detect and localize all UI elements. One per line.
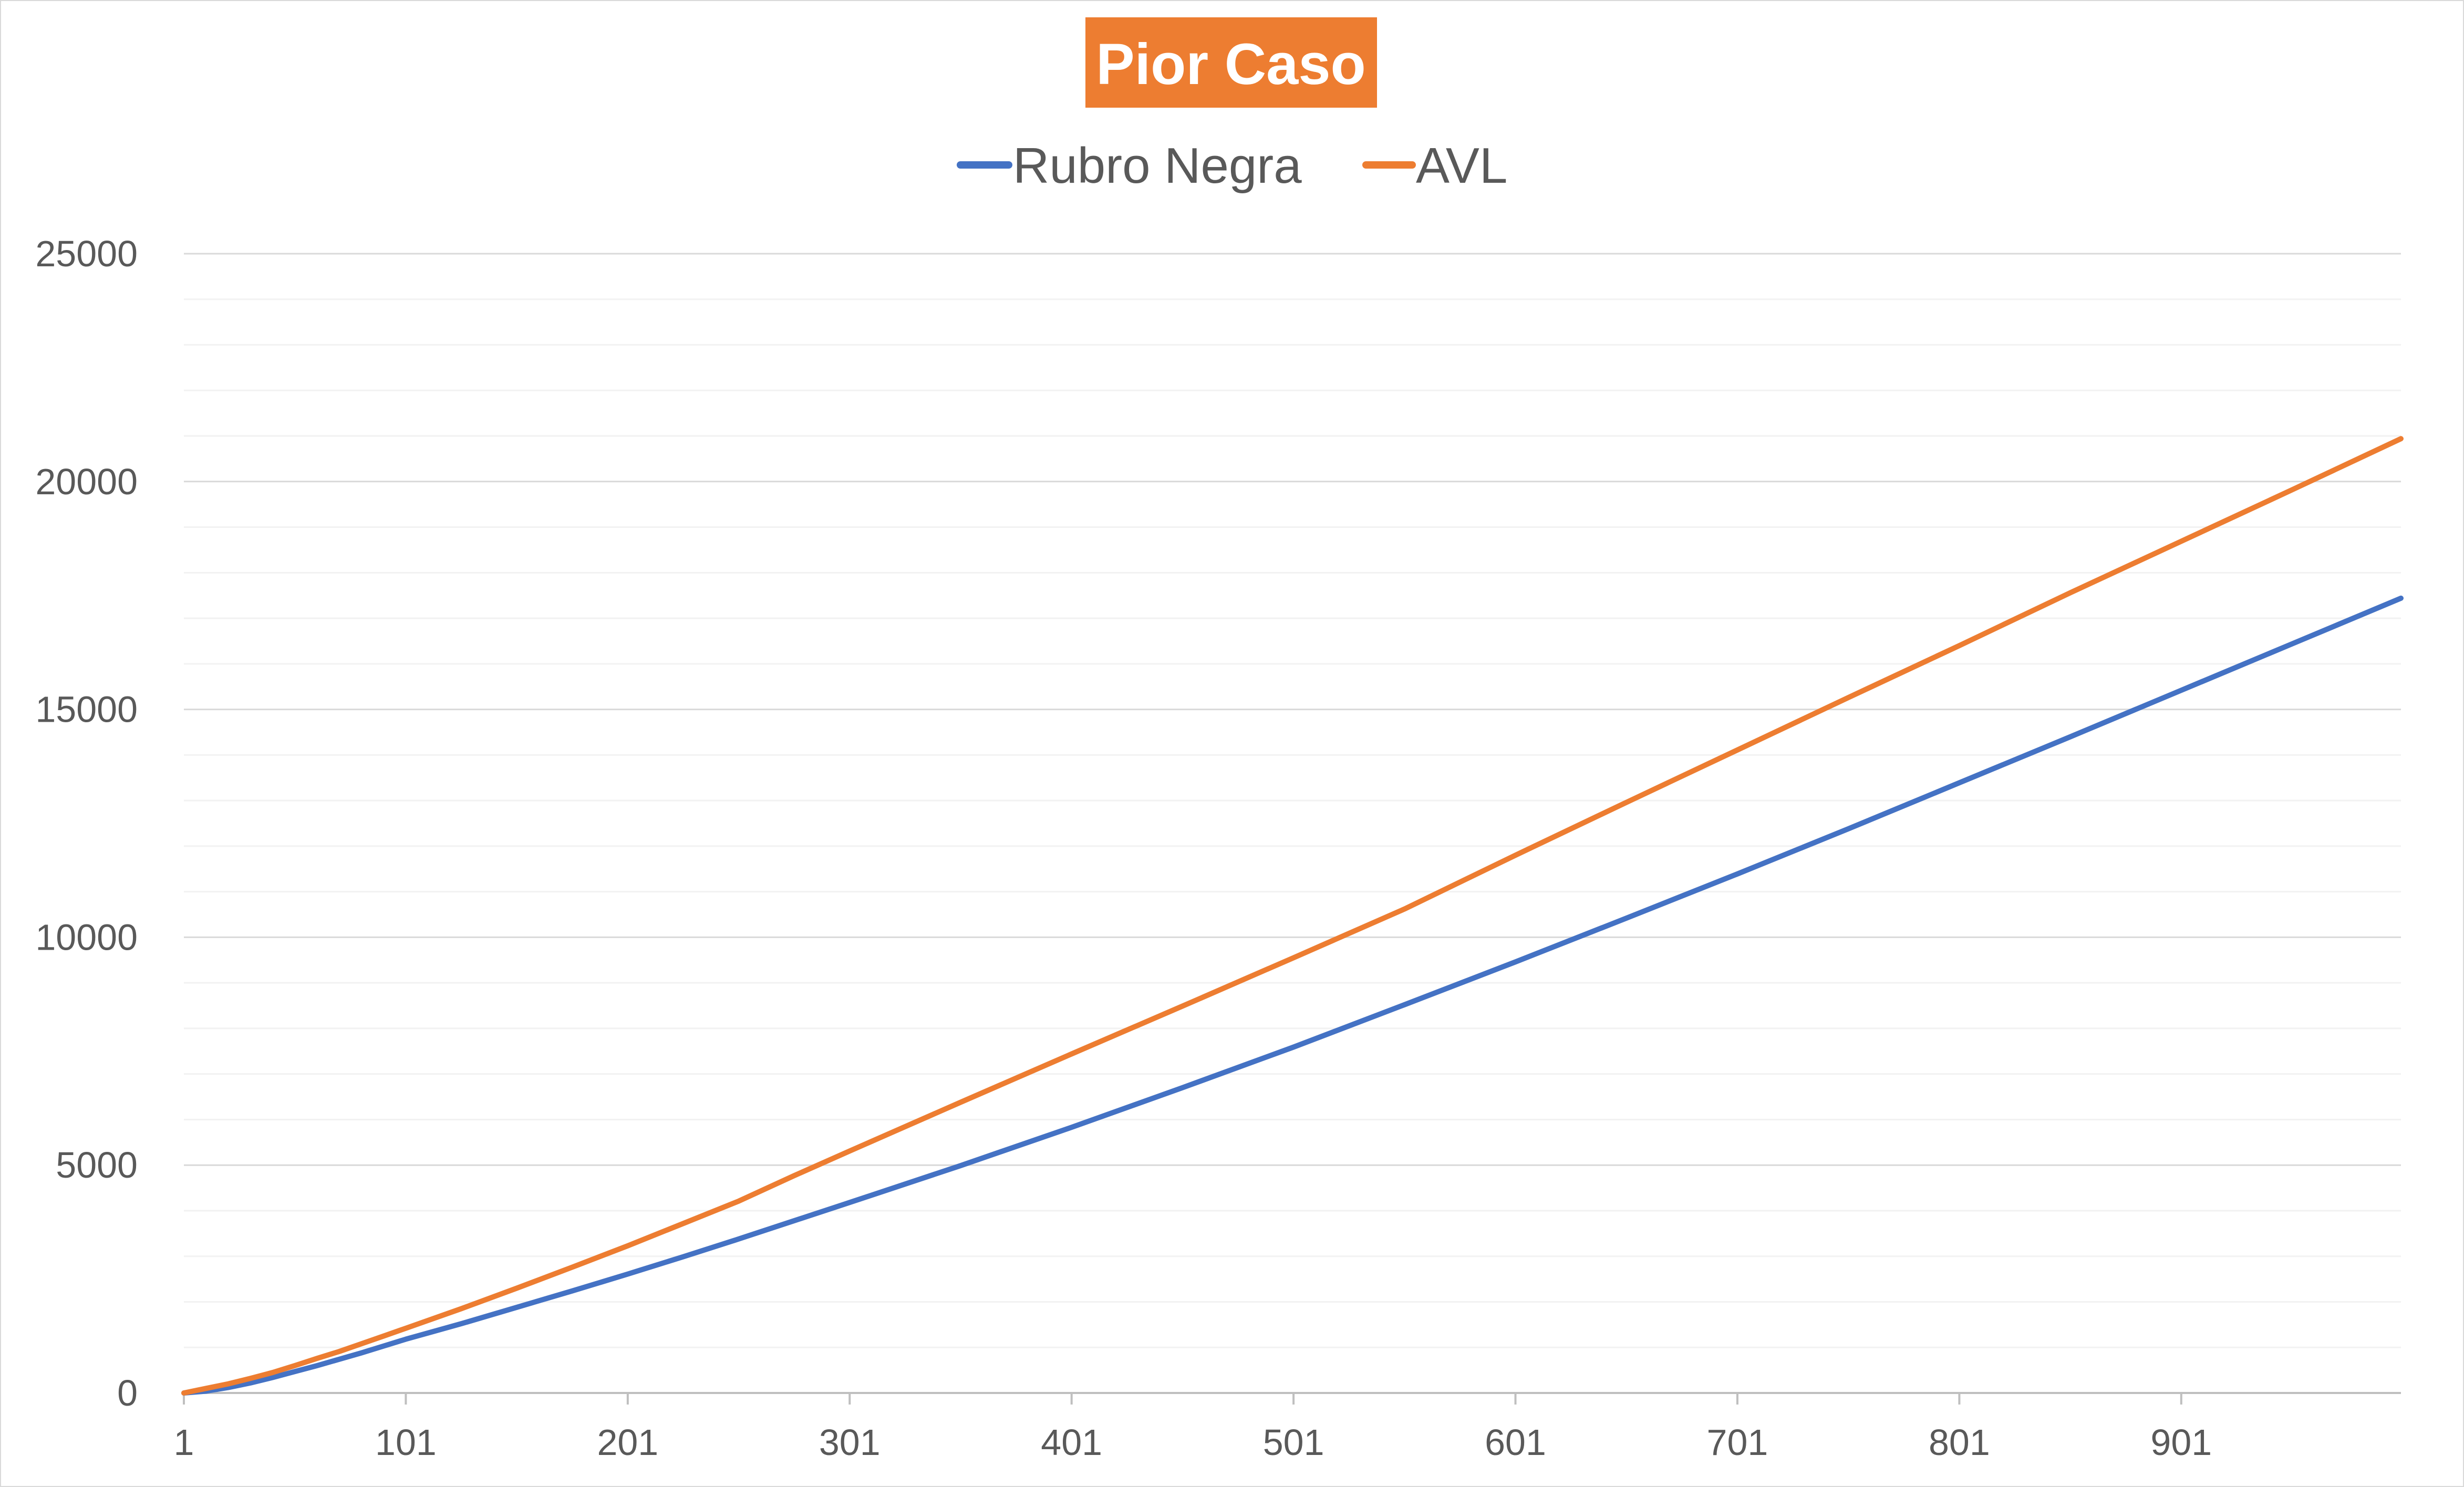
- x-tick-label: 201: [597, 1422, 658, 1463]
- chart-title: Pior Caso: [1085, 17, 1377, 108]
- legend-label-rubro-negra: Rubro Negra: [1013, 138, 1302, 194]
- x-tick-label: 101: [375, 1422, 437, 1463]
- series-line-avl: [181, 436, 2404, 1396]
- legend: Rubro Negra AVL: [957, 138, 1507, 194]
- x-tick-label: 301: [819, 1422, 881, 1463]
- x-tick-label: 601: [1485, 1422, 1546, 1463]
- chart-title-box: [1085, 17, 1377, 108]
- chart-title-text: Pior Caso: [1096, 32, 1365, 97]
- x-tick-label: 801: [1929, 1422, 1990, 1463]
- y-tick-label: 5000: [56, 1145, 138, 1186]
- x-tick-label: 501: [1263, 1422, 1324, 1463]
- gridlines: [184, 253, 2401, 1348]
- y-tick-label: 15000: [35, 689, 138, 730]
- x-tick-label: 901: [2150, 1422, 2212, 1463]
- axes: 0 5000 10000 15000 20000 25000 1 101 201 301 401 50…: [35, 233, 2401, 1463]
- series-line-rubro-negra: [181, 595, 2404, 1396]
- x-tick-label: 1: [174, 1422, 194, 1463]
- x-tick-label: 401: [1041, 1422, 1102, 1463]
- y-tick-label: 20000: [35, 461, 138, 502]
- y-tick-label: 0: [117, 1372, 138, 1413]
- y-tick-label: 10000: [35, 917, 138, 958]
- legend-label-avl: AVL: [1416, 138, 1507, 194]
- y-tick-label: 25000: [35, 233, 138, 274]
- x-tick-label: 701: [1707, 1422, 1768, 1463]
- series: [181, 436, 2404, 1396]
